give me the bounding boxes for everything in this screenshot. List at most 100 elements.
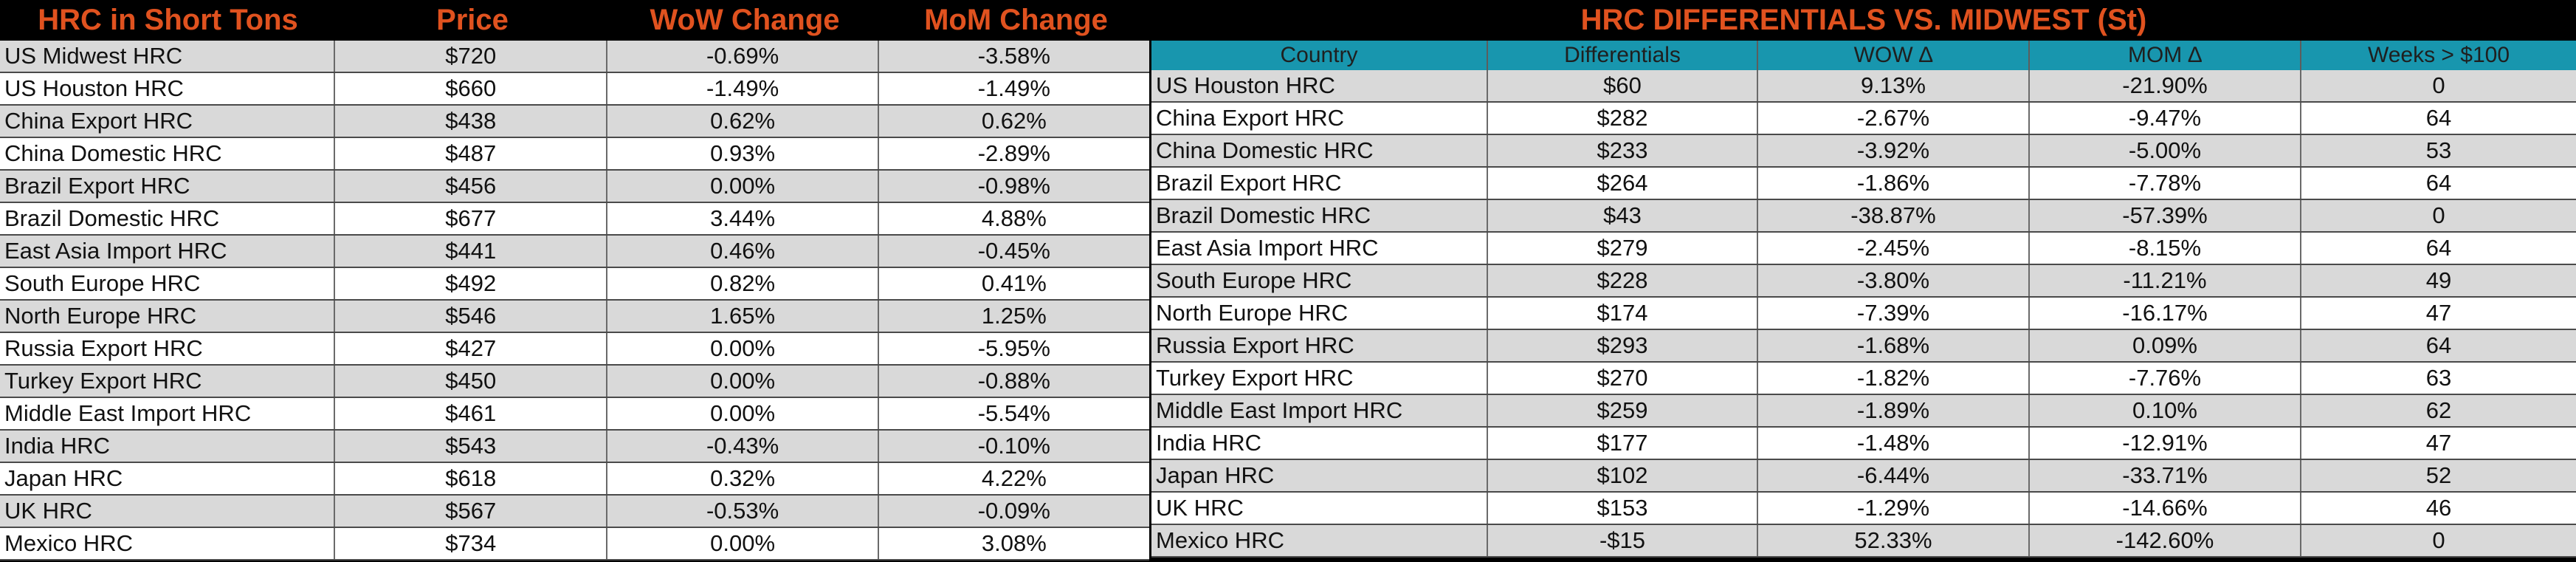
differential-cell: $177 bbox=[1488, 428, 1758, 459]
table-row: Brazil Export HRC $264 -1.86% -7.78% 64 bbox=[1151, 168, 2576, 200]
mom-change-cell: 3.08% bbox=[981, 530, 1047, 556]
mom-change-cell: -2.89% bbox=[977, 140, 1050, 166]
differentials-body: US Houston HRC $60 9.13% -21.90% 0 China Expo… bbox=[1151, 70, 2576, 558]
country-cell: India HRC bbox=[1151, 428, 1488, 459]
weeks-over-100-cell: 0 bbox=[2432, 202, 2445, 228]
product-name-cell: US Midwest HRC bbox=[0, 41, 336, 72]
country-cell: UK HRC bbox=[1151, 493, 1488, 524]
wow-delta-cell: -3.80% bbox=[1758, 265, 2030, 296]
table-row: Mexico HRC $734 0.00% 3.08% bbox=[0, 528, 1149, 561]
mom-delta-cell: 0.10% bbox=[2030, 395, 2301, 426]
product-name-cell: Japan HRC bbox=[0, 463, 336, 494]
table-row: Brazil Export HRC $456 0.00% -0.98% bbox=[0, 171, 1149, 203]
weeks-over-100-cell: 64 bbox=[2425, 332, 2452, 358]
mom-change-cell: -0.98% bbox=[977, 173, 1050, 199]
weeks-over-100-cell: 64 bbox=[2425, 170, 2452, 196]
country-cell: South Europe HRC bbox=[1151, 265, 1488, 296]
product-name-cell: China Domestic HRC bbox=[0, 138, 336, 169]
wow-delta-cell: -1.48% bbox=[1758, 428, 2030, 459]
weeks-over-100-cell: 63 bbox=[2425, 365, 2452, 391]
differential-cell: $259 bbox=[1488, 395, 1758, 426]
mom-delta-cell: -7.76% bbox=[2030, 363, 2301, 394]
weeks-over-100-cell: 47 bbox=[2425, 300, 2452, 326]
weeks-over-100-cell: 46 bbox=[2425, 495, 2452, 521]
mom-delta-cell: -33.71% bbox=[2030, 460, 2301, 491]
price-cell: $438 bbox=[335, 106, 608, 137]
table-row: East Asia Import HRC $441 0.46% -0.45% bbox=[0, 236, 1149, 268]
differentials-title: HRC DIFFERENTIALS VS. MIDWEST (St) bbox=[1580, 4, 2147, 36]
differentials-title-row: HRC DIFFERENTIALS VS. MIDWEST (St) bbox=[1151, 0, 2576, 41]
weeks-over-100-cell: 47 bbox=[2425, 430, 2452, 456]
country-cell: North Europe HRC bbox=[1151, 298, 1488, 329]
differential-cell: $264 bbox=[1488, 168, 1758, 199]
hrc-prices-body: US Midwest HRC $720 -0.69% -3.58% US Houston… bbox=[0, 41, 1151, 561]
table-row: US Midwest HRC $720 -0.69% -3.58% bbox=[0, 41, 1149, 73]
differential-cell: $43 bbox=[1488, 200, 1758, 231]
table-row: China Domestic HRC $487 0.93% -2.89% bbox=[0, 138, 1149, 171]
mom-delta-cell: 0.09% bbox=[2030, 330, 2301, 361]
table-row: North Europe HRC $174 -7.39% -16.17% 47 bbox=[1151, 298, 2576, 330]
price-cell: $677 bbox=[335, 203, 608, 234]
differential-cell: $102 bbox=[1488, 460, 1758, 491]
price-cell: $492 bbox=[335, 268, 608, 299]
hrc-prices-table: HRC in Short Tons Price WoW Change MoM C… bbox=[0, 0, 1151, 561]
product-name-cell: Middle East Import HRC bbox=[0, 398, 336, 429]
product-name-cell: UK HRC bbox=[0, 496, 336, 527]
price-cell: $546 bbox=[335, 301, 608, 332]
wow-delta-cell: -38.87% bbox=[1758, 200, 2030, 231]
mom-change-cell: -0.45% bbox=[977, 238, 1050, 264]
price-cell: $734 bbox=[335, 528, 608, 559]
price-cell: $543 bbox=[335, 431, 608, 462]
country-cell: Brazil Export HRC bbox=[1151, 168, 1488, 199]
price-cell: $487 bbox=[335, 138, 608, 169]
product-name-cell: China Export HRC bbox=[0, 106, 336, 137]
wow-change-cell: -1.49% bbox=[607, 73, 879, 104]
country-cell: Middle East Import HRC bbox=[1151, 395, 1488, 426]
header-wow-change: WoW Change bbox=[650, 4, 840, 36]
country-cell: Turkey Export HRC bbox=[1151, 363, 1488, 394]
header-wow-delta: WOW ∆ bbox=[1758, 41, 2030, 70]
wow-delta-cell: -1.82% bbox=[1758, 363, 2030, 394]
wow-change-cell: 3.44% bbox=[607, 203, 879, 234]
table-row: Russia Export HRC $427 0.00% -5.95% bbox=[0, 333, 1149, 366]
price-cell: $456 bbox=[335, 171, 608, 202]
mom-delta-cell: -16.17% bbox=[2030, 298, 2301, 329]
mom-change-cell: 0.41% bbox=[981, 270, 1047, 296]
table-row: Japan HRC $618 0.32% 4.22% bbox=[0, 463, 1149, 496]
mom-delta-cell: -21.90% bbox=[2030, 70, 2301, 101]
product-name-cell: North Europe HRC bbox=[0, 301, 336, 332]
mom-delta-cell: -8.15% bbox=[2030, 233, 2301, 264]
mom-change-cell: 0.62% bbox=[981, 108, 1047, 134]
wow-delta-cell: -2.67% bbox=[1758, 103, 2030, 134]
table-row: North Europe HRC $546 1.65% 1.25% bbox=[0, 301, 1149, 333]
header-mom-delta: MOM ∆ bbox=[2030, 41, 2301, 70]
price-cell: $427 bbox=[335, 333, 608, 364]
wow-change-cell: 0.93% bbox=[607, 138, 879, 169]
table-row: UK HRC $567 -0.53% -0.09% bbox=[0, 496, 1149, 528]
wow-change-cell: 0.32% bbox=[607, 463, 879, 494]
product-name-cell: US Houston HRC bbox=[0, 73, 336, 104]
price-cell: $450 bbox=[335, 366, 608, 397]
mom-change-cell: 4.22% bbox=[981, 465, 1047, 491]
differential-cell: $279 bbox=[1488, 233, 1758, 264]
wow-delta-cell: -1.86% bbox=[1758, 168, 2030, 199]
wow-change-cell: 1.65% bbox=[607, 301, 879, 332]
differential-cell: $282 bbox=[1488, 103, 1758, 134]
differential-cell: $233 bbox=[1488, 135, 1758, 166]
country-cell: China Export HRC bbox=[1151, 103, 1488, 134]
weeks-over-100-cell: 0 bbox=[2432, 527, 2445, 553]
wow-change-cell: -0.69% bbox=[607, 41, 879, 72]
differential-cell: $270 bbox=[1488, 363, 1758, 394]
wow-delta-cell: -6.44% bbox=[1758, 460, 2030, 491]
table-row: Brazil Domestic HRC $677 3.44% 4.88% bbox=[0, 203, 1149, 236]
weeks-over-100-cell: 52 bbox=[2425, 462, 2452, 488]
mom-delta-cell: -14.66% bbox=[2030, 493, 2301, 524]
mom-change-cell: -5.54% bbox=[977, 400, 1050, 426]
wow-delta-cell: -2.45% bbox=[1758, 233, 2030, 264]
price-cell: $567 bbox=[335, 496, 608, 527]
wow-delta-cell: 9.13% bbox=[1758, 70, 2030, 101]
weeks-over-100-cell: 0 bbox=[2432, 72, 2445, 98]
table-row: China Export HRC $282 -2.67% -9.47% 64 bbox=[1151, 103, 2576, 135]
mom-change-cell: 4.88% bbox=[981, 205, 1047, 231]
